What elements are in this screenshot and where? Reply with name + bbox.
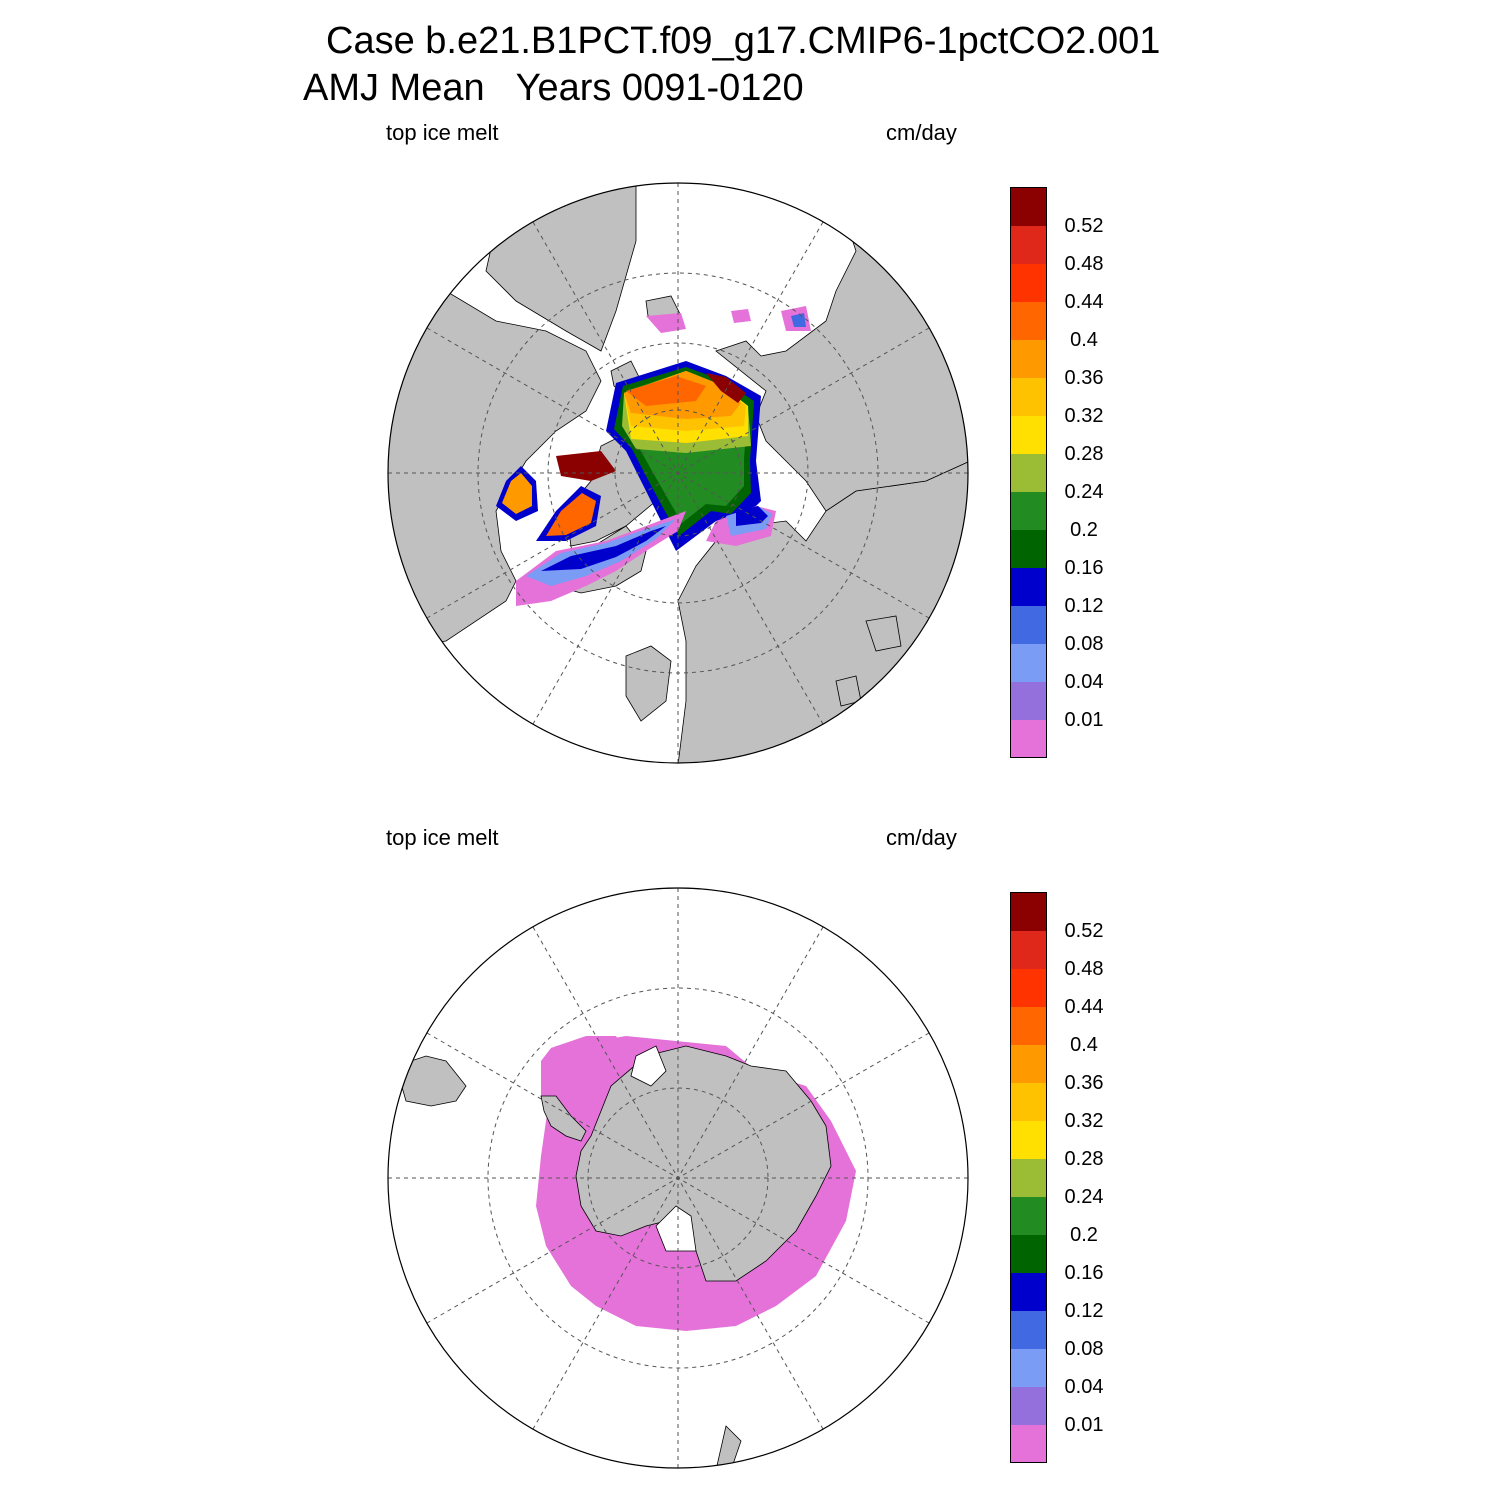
south-colorbar-label-13: 0.52 [1064,920,1104,942]
south-colorbar-box-7 [1010,1158,1047,1197]
north-colorbar-label-10: 0.4 [1070,329,1098,351]
north-colorbar: 0.01 0.04 0.08 0.12 0.16 0.2 0.24 0.28 0.32 0.36 0… [1010,187,1103,758]
plot-title-line1: Case b.e21.B1PCT.f09_g17.CMIP6-1pctCO2.0… [326,20,1161,62]
south-panel-left-label: top ice melt [386,825,499,850]
north-colorbar-box-13 [1010,225,1047,264]
south-colorbar-label-9: 0.36 [1064,1072,1104,1094]
south-colorbar-box-9 [1010,1082,1047,1121]
south-polar-map [387,887,969,1469]
south-colorbar-box-4 [1010,1272,1047,1311]
south-colorbar-box-11 [1010,1006,1047,1045]
north-colorbar-box-8 [1010,415,1047,454]
north-colorbar-label-7: 0.28 [1064,443,1104,465]
south-colorbar-label-7: 0.28 [1064,1148,1104,1170]
north-panel-right-label: cm/day [886,120,957,145]
south-colorbar-label-4: 0.16 [1064,1262,1104,1284]
south-colorbar-label-8: 0.32 [1064,1110,1104,1132]
south-colorbar-label-5: 0.2 [1070,1224,1098,1246]
north-colorbar-label-2: 0.08 [1064,633,1104,655]
north-graticule [388,183,968,763]
north-colorbar-label-3: 0.12 [1064,595,1104,617]
south-colorbar-label-2: 0.08 [1064,1338,1104,1360]
south-colorbar-box-3 [1010,1310,1047,1349]
south-colorbar-box-10 [1010,1044,1047,1083]
south-graticule [388,888,968,1468]
north-colorbar-box-9 [1010,377,1047,416]
north-colorbar-box-5 [1010,529,1047,568]
north-colorbar-label-1: 0.04 [1064,671,1104,693]
north-colorbar-box-4 [1010,567,1047,606]
south-map-boundary [387,887,969,1469]
south-land [395,1045,832,1468]
north-colorbar-box-7 [1010,453,1047,492]
north-colorbar-box-10 [1010,339,1047,378]
south-colorbar-label-3: 0.12 [1064,1300,1104,1322]
south-colorbar-label-6: 0.24 [1064,1186,1104,1208]
south-colorbar-box-12 [1010,968,1047,1007]
south-colorbar-box-0 [1010,1424,1047,1463]
south-colorbar-box-14 [1010,892,1047,931]
south-ice-shelves [630,1045,697,1252]
north-colorbar-label-4: 0.16 [1064,557,1104,579]
north-colorbar-box-6 [1010,491,1047,530]
south-panel-right-label: cm/day [886,825,957,850]
south-colorbar-box-5 [1010,1234,1047,1273]
north-colorbar-box-12 [1010,263,1047,302]
north-colorbar-box-2 [1010,643,1047,682]
north-colorbar-label-11: 0.44 [1064,291,1104,313]
south-colorbar-box-1 [1010,1386,1047,1425]
south-colorbar: 0.01 0.04 0.08 0.12 0.16 0.2 0.24 0.28 0.32 0.36 0… [1010,892,1103,1463]
north-polar-map [387,182,969,764]
south-colorbar-box-2 [1010,1348,1047,1387]
plot-title-line2: AMJ Mean Years 0091-0120 [303,67,804,109]
south-colorbar-label-10: 0.4 [1070,1034,1098,1056]
south-colorbar-label-11: 0.44 [1064,996,1104,1018]
north-colorbar-label-8: 0.32 [1064,405,1104,427]
north-colorbar-label-6: 0.24 [1064,481,1104,503]
north-colorbar-box-14 [1010,187,1047,226]
south-colorbar-label-12: 0.48 [1064,958,1104,980]
north-colorbar-box-0 [1010,719,1047,758]
north-melt-field [496,306,811,606]
north-map-boundary [387,182,969,764]
north-colorbar-label-9: 0.36 [1064,367,1104,389]
south-colorbar-box-13 [1010,930,1047,969]
south-colorbar-label-1: 0.04 [1064,1376,1104,1398]
north-colorbar-box-11 [1010,301,1047,340]
south-colorbar-box-6 [1010,1196,1047,1235]
north-panel-left-label: top ice melt [386,120,499,145]
north-colorbar-box-1 [1010,681,1047,720]
north-colorbar-label-0: 0.01 [1064,709,1104,731]
north-colorbar-label-12: 0.48 [1064,253,1104,275]
south-colorbar-label-0: 0.01 [1064,1414,1104,1436]
north-colorbar-label-5: 0.2 [1070,519,1098,541]
south-colorbar-box-8 [1010,1120,1047,1159]
north-colorbar-label-13: 0.52 [1064,215,1104,237]
north-colorbar-box-3 [1010,605,1047,644]
